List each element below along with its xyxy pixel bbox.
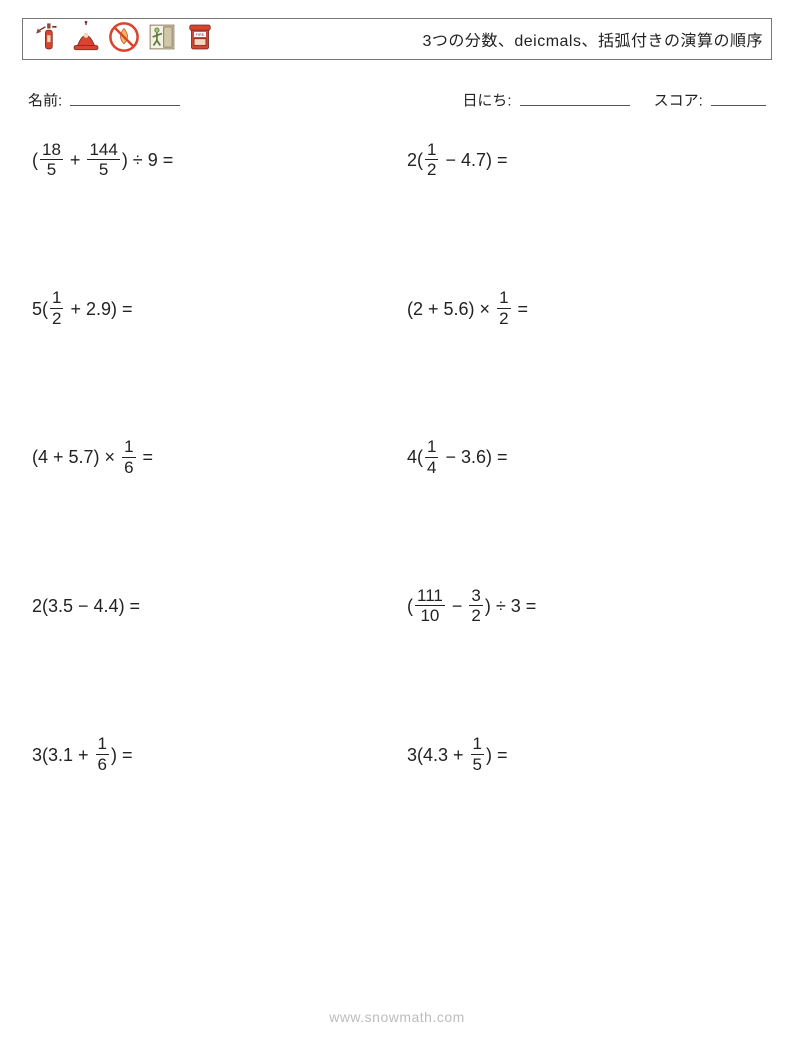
expression-text: 5( <box>32 300 48 318</box>
date-field: 日にち: <box>462 88 629 111</box>
expression-text: + <box>65 151 86 169</box>
fraction-numerator: 1 <box>96 735 109 755</box>
no-fire-icon <box>107 20 141 59</box>
fraction: 16 <box>122 438 135 477</box>
fraction-numerator: 18 <box>40 141 63 161</box>
fire-extinguisher-icon <box>31 20 65 59</box>
fraction-numerator: 1 <box>425 438 438 458</box>
problem: 5(12 + 2.9) = <box>32 289 387 328</box>
fraction-denominator: 2 <box>50 309 63 328</box>
date-label: 日にち: <box>462 93 511 110</box>
fraction-denominator: 2 <box>497 309 510 328</box>
fraction: 1445 <box>87 141 119 180</box>
expression-text: ) ÷ 9 = <box>122 151 173 169</box>
expression-text: + 2.9) = <box>65 300 132 318</box>
expression-text: (4 + 5.7) × <box>32 448 120 466</box>
problem: (4 + 5.7) × 16 = <box>32 438 387 477</box>
fraction: 16 <box>96 735 109 774</box>
date-blank[interactable] <box>520 88 630 106</box>
fraction-denominator: 5 <box>97 160 110 179</box>
score-blank[interactable] <box>711 88 766 106</box>
expression-text: 3(3.1 + <box>32 746 94 764</box>
fraction-numerator: 1 <box>50 289 63 309</box>
fraction: 14 <box>425 438 438 477</box>
expression-text: 2(3.5 − 4.4) = <box>32 597 140 615</box>
fraction-denominator: 6 <box>122 458 135 477</box>
emergency-exit-icon <box>145 20 179 59</box>
expression-text: ( <box>407 597 413 615</box>
fire-alarm-box-icon: FIRE <box>183 20 217 59</box>
meta-row: 名前: 日にち: スコア: <box>28 88 766 111</box>
problem: 4(14 − 3.6) = <box>407 438 762 477</box>
expression-text: 3(4.3 + <box>407 746 469 764</box>
fraction-denominator: 5 <box>471 755 484 774</box>
fraction: 11110 <box>415 587 445 626</box>
problem: 2(12 − 4.7) = <box>407 141 762 180</box>
icon-row: FIRE <box>31 20 217 59</box>
expression-text: ( <box>32 151 38 169</box>
worksheet-title: 3つの分数、deicmals、括弧付きの演算の順序 <box>422 27 763 51</box>
fraction-numerator: 1 <box>471 735 484 755</box>
svg-text:FIRE: FIRE <box>196 33 205 37</box>
expression-text: (2 + 5.6) × <box>407 300 495 318</box>
fraction-numerator: 144 <box>87 141 119 161</box>
expression-text: = <box>138 448 154 466</box>
fraction: 12 <box>497 289 510 328</box>
name-label: 名前: <box>28 93 62 110</box>
problem: 3(3.1 + 16) = <box>32 735 387 774</box>
score-field: スコア: <box>654 88 766 111</box>
expression-text: ) = <box>486 746 508 764</box>
fraction: 15 <box>471 735 484 774</box>
fraction-numerator: 1 <box>497 289 510 309</box>
fraction-denominator: 4 <box>425 458 438 477</box>
fraction-denominator: 2 <box>469 606 482 625</box>
fraction-denominator: 10 <box>418 606 441 625</box>
expression-text: − 3.6) = <box>440 448 507 466</box>
name-field: 名前: <box>28 88 180 111</box>
problem: 3(4.3 + 15) = <box>407 735 762 774</box>
fraction-denominator: 2 <box>425 160 438 179</box>
expression-text: − 4.7) = <box>440 151 507 169</box>
fraction-denominator: 5 <box>45 160 58 179</box>
fraction: 32 <box>469 587 482 626</box>
footer-watermark: www.snowmath.com <box>0 1009 794 1025</box>
fraction-numerator: 3 <box>469 587 482 607</box>
expression-text: = <box>513 300 529 318</box>
score-label: スコア: <box>654 93 703 110</box>
fraction-numerator: 111 <box>415 587 445 607</box>
expression-text: 4( <box>407 448 423 466</box>
fraction: 12 <box>50 289 63 328</box>
fraction-denominator: 6 <box>96 755 109 774</box>
expression-text: ) = <box>111 746 133 764</box>
expression-text: − <box>447 597 468 615</box>
fire-alarm-icon <box>69 20 103 59</box>
fraction-numerator: 1 <box>122 438 135 458</box>
problem: 2(3.5 − 4.4) = <box>32 587 387 626</box>
problems-grid: (185 + 1445) ÷ 9 =2(12 − 4.7) =5(12 + 2.… <box>32 141 762 774</box>
fraction: 185 <box>40 141 63 180</box>
name-blank[interactable] <box>70 88 180 106</box>
fraction-numerator: 1 <box>425 141 438 161</box>
fraction: 12 <box>425 141 438 180</box>
expression-text: 2( <box>407 151 423 169</box>
problem: (11110 − 32) ÷ 3 = <box>407 587 762 626</box>
worksheet-page: FIRE 3つの分数、deicmals、括弧付きの演算の順序 名前: 日にち: … <box>0 0 794 1053</box>
header-box: FIRE 3つの分数、deicmals、括弧付きの演算の順序 <box>22 18 772 60</box>
problem: (185 + 1445) ÷ 9 = <box>32 141 387 180</box>
problem: (2 + 5.6) × 12 = <box>407 289 762 328</box>
expression-text: ) ÷ 3 = <box>485 597 536 615</box>
